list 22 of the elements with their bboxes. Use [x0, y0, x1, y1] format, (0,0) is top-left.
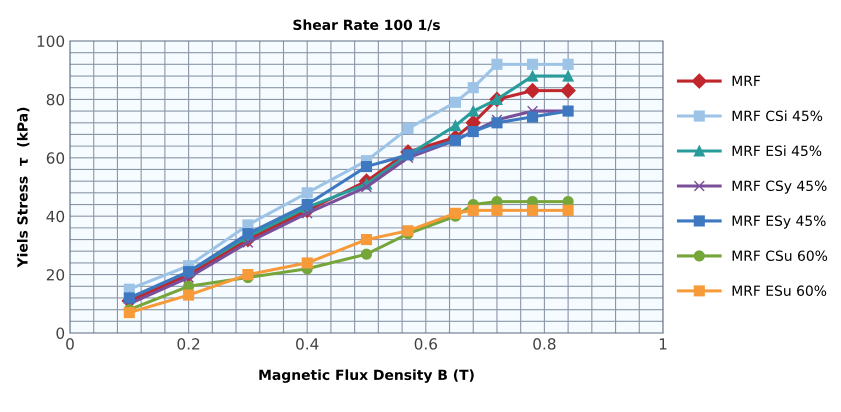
legend-label: MRF CSy 45%	[732, 180, 827, 194]
x-tick-label: 0.4	[296, 338, 318, 350]
y-tick-label: 20	[46, 269, 64, 281]
legend-label: MRF ESy 45%	[732, 215, 826, 229]
y-tick-label: 40	[46, 210, 64, 222]
x-tick-label: 0.2	[177, 338, 200, 350]
y-tick-label: 0	[56, 327, 64, 340]
legend-label: MRF ESu 60%	[732, 285, 826, 296]
chart-title: Shear Rate 100 1/s	[293, 19, 440, 32]
y-axis-title: Yiels Stress τ (kPa)	[16, 108, 30, 268]
legend-label: MRF CSu 60%	[732, 250, 828, 261]
x-tick-label: 0.8	[533, 338, 556, 350]
legend-label: MRF ESi 45%	[732, 145, 822, 156]
legend-label: MRF	[732, 76, 760, 86]
x-tick-label: 1	[660, 338, 666, 350]
y-tick-label: 100	[38, 35, 64, 48]
x-axis-title: Magnetic Flux Density B (T)	[259, 369, 474, 383]
y-tick-label: 80	[46, 94, 64, 106]
legend-label: MRF CSi 45%	[732, 110, 822, 122]
y-tick-label: 60	[46, 152, 64, 164]
x-tick-label: 0.6	[414, 338, 437, 350]
x-tick-label: 0	[66, 338, 74, 350]
